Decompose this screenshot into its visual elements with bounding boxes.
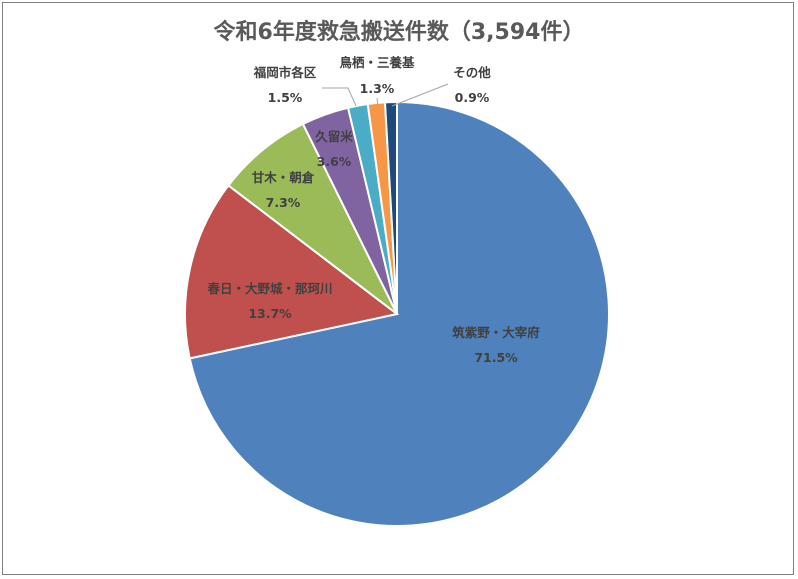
- slice-value-label: 3.6%: [317, 154, 352, 169]
- slice-category-label: 久留米: [314, 129, 353, 144]
- leader-line: [322, 87, 357, 107]
- chart-title: 令和6年度救急搬送件数（3,594件）: [213, 20, 585, 45]
- slice-value-label: 0.9%: [455, 90, 490, 105]
- pie-slice: [227, 122, 398, 315]
- slice-value-label: 1.3%: [360, 81, 395, 96]
- leader-line: [376, 97, 379, 107]
- slice-category-label: その他: [453, 65, 491, 80]
- pie-slice: [383, 100, 398, 315]
- slice-category-label: 鳥栖・三養基: [339, 55, 415, 70]
- pie-slice: [188, 100, 610, 527]
- slice-value-label: 7.3%: [266, 195, 301, 210]
- pie-slice: [184, 184, 400, 360]
- slice-value-label: 13.7%: [248, 306, 292, 321]
- slice-category-label: 福岡市各区: [253, 65, 317, 80]
- slice-value-label: 1.5%: [268, 90, 303, 105]
- slice-category-label: 春日・大野城・那珂川: [206, 281, 332, 296]
- slice-category-label: 筑紫野・大宰府: [452, 325, 540, 340]
- leader-line: [391, 83, 449, 107]
- slice-category-label: 甘木・朝倉: [252, 170, 315, 185]
- slice-value-label: 71.5%: [474, 350, 518, 365]
